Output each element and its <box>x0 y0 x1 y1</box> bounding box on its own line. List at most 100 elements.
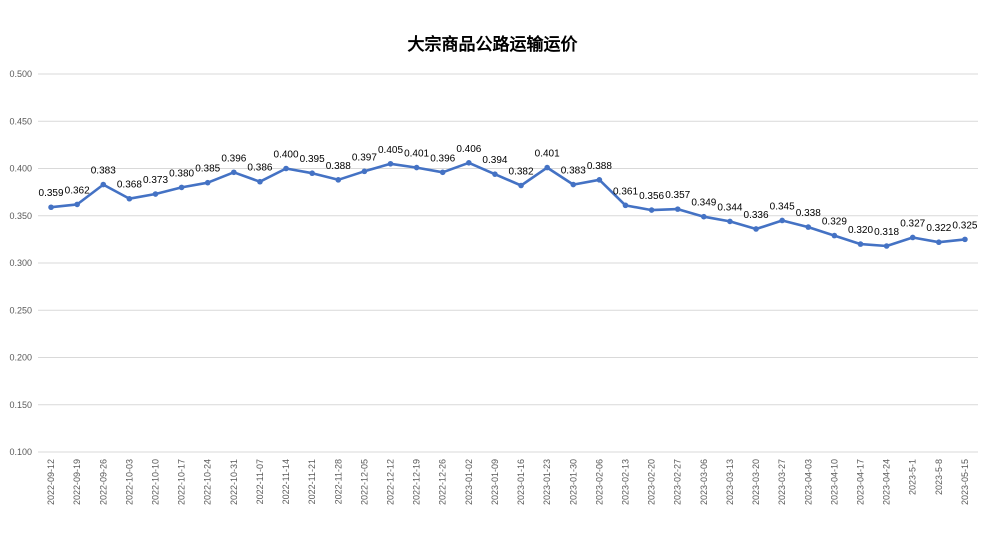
x-tick-label: 2023-02-06 <box>594 459 604 505</box>
data-label: 0.395 <box>300 154 325 165</box>
data-point <box>674 206 681 212</box>
data-point <box>439 169 446 176</box>
x-tick-label: 2022-11-07 <box>255 459 265 504</box>
data-label: 0.385 <box>195 164 220 175</box>
data-label: 0.357 <box>665 190 690 201</box>
x-tick-label: 2023-04-17 <box>856 459 866 505</box>
data-label: 0.338 <box>796 208 821 219</box>
x-tick-label: 2023-5-8 <box>934 459 944 495</box>
data-label: 0.383 <box>561 166 586 177</box>
data-label: 0.380 <box>169 168 194 179</box>
data-point <box>831 232 838 239</box>
data-label: 0.383 <box>91 166 116 177</box>
series-line-group <box>49 161 967 248</box>
data-label: 0.406 <box>456 144 481 155</box>
data-label: 0.349 <box>691 198 716 209</box>
x-tick-label: 2023-02-20 <box>647 459 657 505</box>
data-label: 0.396 <box>430 153 455 164</box>
data-point <box>257 178 263 185</box>
data-point <box>152 191 159 197</box>
x-tick-label: 2022-10-03 <box>124 459 134 505</box>
data-label: 0.345 <box>770 201 795 212</box>
data-point <box>466 160 472 166</box>
data-point <box>413 164 420 171</box>
x-tick-label: 2023-5-1 <box>908 459 918 495</box>
data-label: 0.382 <box>509 167 534 178</box>
data-label: 0.396 <box>221 153 246 164</box>
data-point <box>492 171 498 177</box>
data-label: 0.356 <box>639 191 664 202</box>
x-tick-label: 2023-03-06 <box>699 459 709 505</box>
series-points <box>48 160 968 249</box>
x-tick-label: 2022-12-12 <box>386 459 396 505</box>
x-tick-label: 2023-01-02 <box>464 459 474 505</box>
x-tick-label: 2022-09-12 <box>46 459 56 505</box>
data-point <box>779 217 785 224</box>
data-point <box>857 241 864 247</box>
data-point <box>727 218 733 225</box>
chart-title: 大宗商品公路运输运价 <box>407 35 578 55</box>
data-label: 0.405 <box>378 145 403 156</box>
data-point <box>231 169 237 176</box>
data-label: 0.401 <box>535 149 560 160</box>
data-label: 0.388 <box>587 161 612 172</box>
x-tick-label: 2022-12-26 <box>438 459 448 505</box>
x-tick-label: 2023-01-09 <box>490 459 500 505</box>
data-label: 0.336 <box>744 210 769 221</box>
gridlines <box>38 73 978 453</box>
x-tick-label: 2023-03-27 <box>777 459 787 505</box>
x-tick-label: 2022-11-21 <box>307 459 317 504</box>
data-label: 0.361 <box>613 186 638 197</box>
y-axis-tick-labels: 0.100 0.150 0.200 0.250 0.300 0.350 0.400 0.450… <box>9 69 32 457</box>
x-tick-label: 2022-10-10 <box>151 459 161 505</box>
y-tick-label: 0.350 <box>9 211 32 221</box>
data-point <box>283 165 289 172</box>
data-label: 0.362 <box>65 185 90 196</box>
data-label: 0.320 <box>848 225 873 236</box>
data-point <box>648 207 655 213</box>
data-point <box>518 182 524 189</box>
x-tick-label: 2023-01-23 <box>542 459 552 505</box>
data-label: 0.388 <box>326 161 351 172</box>
data-label: 0.318 <box>874 227 899 238</box>
x-tick-label: 2023-03-20 <box>751 459 761 505</box>
x-tick-label: 2022-11-28 <box>333 459 343 504</box>
data-point <box>883 243 890 249</box>
y-tick-label: 0.250 <box>9 305 32 315</box>
data-point <box>335 177 342 183</box>
data-point <box>622 202 629 209</box>
data-point <box>909 234 916 241</box>
data-point <box>309 170 315 177</box>
x-tick-label: 2023-04-24 <box>882 459 892 505</box>
x-tick-label: 2023-03-13 <box>725 459 735 505</box>
data-point <box>74 201 80 208</box>
x-tick-label: 2022-12-19 <box>412 459 422 505</box>
data-label: 0.359 <box>39 188 64 199</box>
y-tick-label: 0.150 <box>9 400 32 410</box>
x-tick-label: 2022-10-24 <box>203 459 213 505</box>
data-label: 0.327 <box>900 218 925 229</box>
x-tick-label: 2022-10-31 <box>229 459 239 505</box>
data-point <box>936 239 942 246</box>
x-tick-label: 2023-01-30 <box>568 459 578 505</box>
x-tick-label: 2022-12-05 <box>359 459 369 505</box>
data-point <box>100 181 107 188</box>
data-label: 0.400 <box>274 150 299 161</box>
data-label: 0.322 <box>926 223 951 234</box>
y-tick-label: 0.200 <box>9 353 32 363</box>
data-point <box>361 168 368 175</box>
x-tick-label: 2023-01-16 <box>516 459 526 505</box>
x-tick-label: 2022-10-17 <box>177 459 187 505</box>
x-tick-label: 2022-09-19 <box>72 459 82 505</box>
x-axis-tick-labels: 2022-09-12 2022-09-19 2022-09-26 2022-10-03… <box>46 459 970 505</box>
data-point <box>204 179 211 186</box>
data-point <box>544 164 550 171</box>
y-tick-label: 0.100 <box>9 447 32 457</box>
data-point <box>570 181 577 188</box>
data-point <box>387 160 394 167</box>
data-point <box>805 224 812 230</box>
data-point <box>701 213 707 220</box>
